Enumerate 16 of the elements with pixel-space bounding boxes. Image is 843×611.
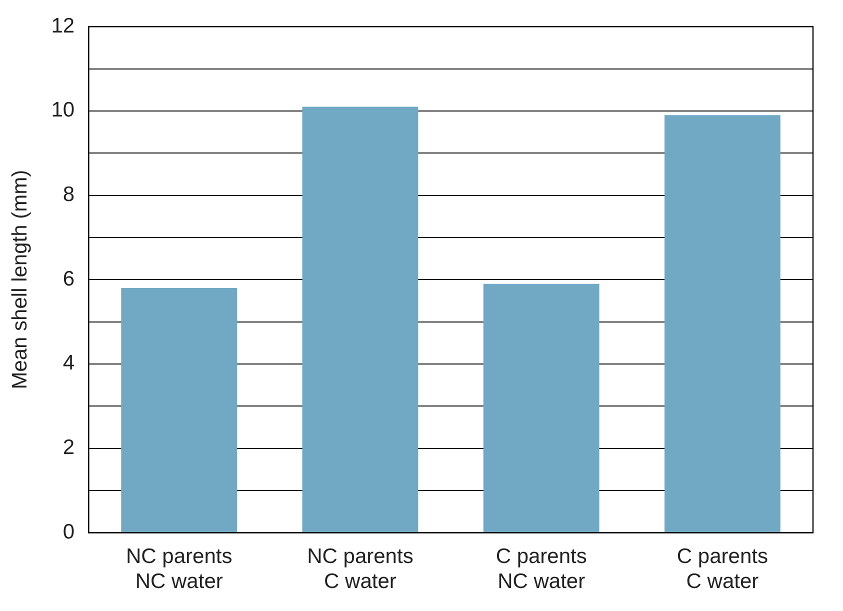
y-tick-label: 4 <box>62 352 75 375</box>
y-tick-label: 0 <box>62 520 75 544</box>
y-tick-label: 8 <box>62 183 75 206</box>
bar <box>483 284 600 532</box>
bar <box>302 106 418 532</box>
y-axis-title: Mean shell length (mm) <box>8 170 32 390</box>
x-tick-label: NC parents C water <box>307 544 414 594</box>
x-tick-label: C parents C water <box>676 544 768 594</box>
y-tick-label: 10 <box>51 98 75 122</box>
x-tick-label: NC parents NC water <box>126 544 232 594</box>
bar <box>121 288 238 532</box>
bar <box>664 115 780 532</box>
y-tick-label: 2 <box>62 436 75 460</box>
x-tick-label: C parents NC water <box>496 544 587 594</box>
y-tick-label: 12 <box>51 14 75 38</box>
y-tick-label: 6 <box>62 267 75 290</box>
